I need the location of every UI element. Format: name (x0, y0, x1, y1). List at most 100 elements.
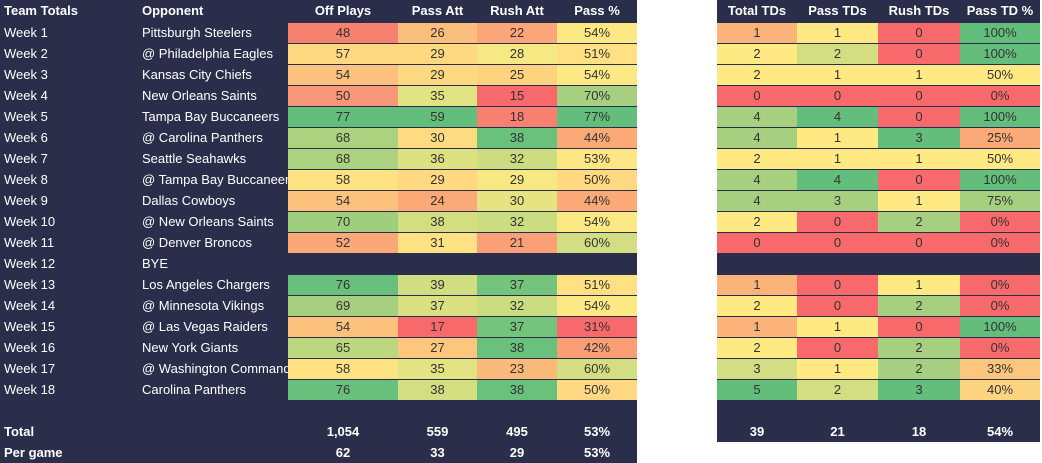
stat-cell-pass: 38 (398, 212, 477, 232)
td-cell-total: 1 (717, 317, 797, 337)
stat-cell-rush: 38 (477, 338, 557, 358)
week-label: Week 17 (4, 361, 56, 376)
td-cell-total: 4 (717, 191, 797, 211)
td-cell-pct: 0% (960, 296, 1040, 316)
stat-cell-pct: 50% (557, 380, 637, 400)
stat-cell-rush: 21 (477, 233, 557, 253)
td-cell-pct: 100% (960, 107, 1040, 127)
header-total-tds: Total TDs (727, 3, 787, 18)
week-label: Week 18 (4, 382, 56, 397)
stat-cell-plays: 58 (288, 359, 398, 379)
opponent-name: @ Denver Broncos (142, 235, 253, 250)
total-pass: 559 (426, 424, 449, 439)
td-cell-rush: 0 (878, 233, 960, 253)
total-label: Total (4, 424, 35, 439)
stat-cell-pct: 54% (557, 296, 637, 316)
opponent-name: @ New Orleans Saints (142, 214, 274, 229)
td-cell-total: 1 (717, 275, 797, 295)
td-cell-total: 2 (717, 296, 797, 316)
td-cell-total: 0 (717, 86, 797, 106)
td-cell-rush: 0 (878, 86, 960, 106)
stat-cell-pct: 31% (557, 317, 637, 337)
touchdowns-table: Total TDs Pass TDs Rush TDs Pass TD % 1 1 0 100… (717, 0, 1040, 442)
td-cell-pct: 0% (960, 212, 1040, 232)
stat-cell-plays: 76 (288, 275, 398, 295)
stat-cell-pct: 77% (557, 107, 637, 127)
stat-cell-pass: 27 (398, 338, 477, 358)
pergame-rush: 29 (509, 445, 525, 460)
td-cell-total: 4 (717, 170, 797, 190)
header-rush-att: Rush Att (490, 3, 544, 18)
td-cell-total: 5 (717, 380, 797, 400)
week-label: Week 11 (4, 235, 55, 250)
td-cell-total: 4 (717, 107, 797, 127)
stat-cell-plays: 68 (288, 128, 398, 148)
td-total-total: 39 (749, 424, 765, 439)
td-total-pct: 54% (986, 424, 1014, 439)
td-cell-pass: 0 (797, 338, 878, 358)
td-cell-pass: 0 (797, 233, 878, 253)
team-totals-table: Team Totals Opponent Off Plays Pass Att Rush… (0, 0, 637, 463)
stat-cell-rush: 32 (477, 296, 557, 316)
opponent-name: Pittsburgh Steelers (142, 25, 252, 40)
opponent-name: @ Las Vegas Raiders (142, 319, 268, 334)
stat-cell-pct: 70% (557, 86, 637, 106)
td-cell-rush: 0 (878, 170, 960, 190)
opponent-name: Dallas Cowboys (142, 193, 236, 208)
opponent-name: Tampa Bay Buccaneers (142, 109, 280, 124)
stat-cell-pct: 60% (557, 233, 637, 253)
td-cell-total: 4 (717, 128, 797, 148)
stat-cell-plays: 68 (288, 149, 398, 169)
week-label: Week 5 (4, 109, 48, 124)
td-cell-rush: 2 (878, 359, 960, 379)
header-pass-td-pct: Pass TD % (966, 3, 1034, 18)
opponent-name: Seattle Seahawks (142, 151, 247, 166)
td-total-rush: 18 (911, 424, 927, 439)
stat-cell-plays: 76 (288, 380, 398, 400)
td-cell-pct: 0% (960, 233, 1040, 253)
week-label: Week 16 (4, 340, 56, 355)
pergame-plays: 62 (335, 445, 351, 460)
td-cell-pct: 100% (960, 317, 1040, 337)
total-rush: 495 (506, 424, 528, 439)
stat-cell-rush: 38 (477, 128, 557, 148)
week-label: Week 9 (4, 193, 48, 208)
stat-cell-plays: 58 (288, 170, 398, 190)
stat-cell-pass: 24 (398, 191, 477, 211)
stat-cell-pass: 35 (398, 86, 477, 106)
header-team-totals: Team Totals (4, 3, 78, 18)
opponent-name: Kansas City Chiefs (142, 67, 252, 82)
stat-cell-pct: 53% (557, 149, 637, 169)
stat-cell-plays: 65 (288, 338, 398, 358)
td-cell-total: 2 (717, 65, 797, 85)
td-cell-total: 2 (717, 212, 797, 232)
stat-cell-pass: 35 (398, 359, 477, 379)
td-cell-total: 2 (717, 149, 797, 169)
stat-cell-plays: 54 (288, 317, 398, 337)
td-cell-pass: 1 (797, 359, 878, 379)
td-cell-pct: 100% (960, 44, 1040, 64)
stat-cell-plays: 77 (288, 107, 398, 127)
total-plays: 1,054 (326, 424, 360, 439)
stat-cell-pct: 60% (557, 359, 637, 379)
opponent-name: Los Angeles Chargers (142, 277, 270, 292)
stat-cell-plays: 50 (288, 86, 398, 106)
td-cell-rush: 0 (878, 23, 960, 43)
week-label: Week 6 (4, 130, 48, 145)
td-cell-pass: 1 (797, 317, 878, 337)
stat-cell-pct: 54% (557, 65, 637, 85)
week-label: Week 7 (4, 151, 48, 166)
week-label: Week 3 (4, 67, 48, 82)
week-label: Week 4 (4, 88, 48, 103)
td-cell-pass: 0 (797, 296, 878, 316)
opponent-name: New York Giants (142, 340, 239, 355)
td-cell-rush: 3 (878, 128, 960, 148)
header-pass-pct: Pass % (574, 3, 620, 18)
stat-cell-rush: 37 (477, 317, 557, 337)
header-pass-tds: Pass TDs (808, 3, 867, 18)
stat-cell-pct: 44% (557, 191, 637, 211)
pergame-pass: 33 (430, 445, 445, 460)
td-cell-pass: 4 (797, 107, 878, 127)
stat-cell-plays: 57 (288, 44, 398, 64)
td-cell-pct: 0% (960, 338, 1040, 358)
